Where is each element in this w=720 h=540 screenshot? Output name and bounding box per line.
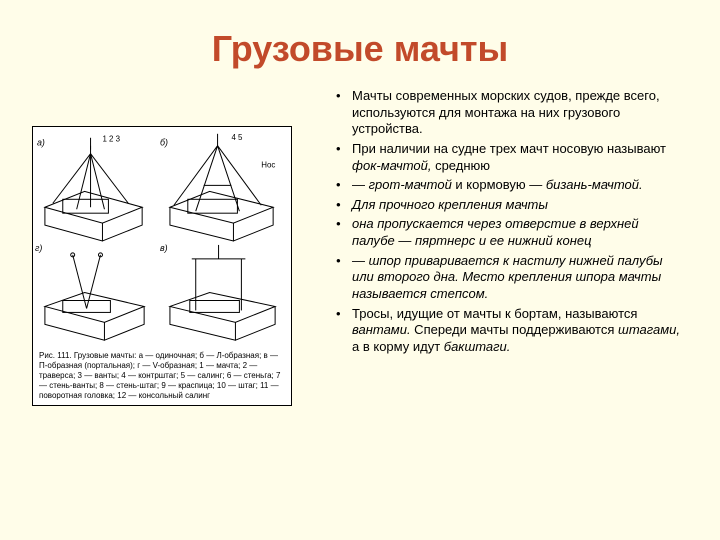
list-item: — грот-мачтой и кормовую — бизань-мачтой…: [336, 177, 680, 194]
mast-diagram: а) 1 2 3: [33, 127, 291, 347]
list-item: Для прочного крепления мачты: [336, 197, 680, 214]
list-item: она пропускается через отверстие в верхн…: [336, 216, 680, 249]
content-row: а) 1 2 3: [0, 88, 720, 406]
figure-box: а) 1 2 3: [32, 126, 292, 406]
svg-text:4 5: 4 5: [231, 133, 243, 142]
svg-text:а): а): [37, 138, 45, 148]
svg-text:г): г): [35, 243, 42, 253]
list-item: Тросы, идущие от мачты к бортам, называю…: [336, 306, 680, 356]
list-item: — шпор приваривается к настилу нижней па…: [336, 253, 680, 303]
page-title: Грузовые мачты: [0, 0, 720, 88]
svg-text:Нос: Нос: [261, 161, 275, 170]
list-item: Мачты современных морских судов, прежде …: [336, 88, 680, 138]
figure-caption: Рис. 111. Грузовые мачты: а — одиночная;…: [33, 347, 291, 406]
svg-text:б): б): [160, 138, 168, 148]
list-item: При наличии на судне трех мачт носовую н…: [336, 141, 680, 174]
bullet-list: Мачты современных морских судов, прежде …: [312, 88, 688, 406]
caption-title: Рис. 111. Грузовые мачты:: [39, 351, 136, 360]
figure-column: а) 1 2 3: [32, 126, 312, 406]
svg-text:в): в): [160, 243, 168, 253]
svg-text:1 2 3: 1 2 3: [102, 135, 120, 144]
